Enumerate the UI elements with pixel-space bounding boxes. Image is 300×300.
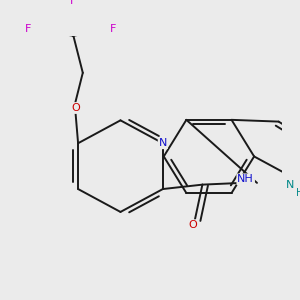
- Text: H: H: [296, 188, 300, 198]
- Text: O: O: [71, 103, 80, 113]
- Text: NH: NH: [237, 174, 254, 184]
- Text: O: O: [189, 220, 197, 230]
- Text: F: F: [110, 24, 116, 34]
- Text: N: N: [286, 180, 294, 190]
- Text: F: F: [70, 0, 76, 6]
- Text: F: F: [25, 24, 32, 34]
- Text: N: N: [159, 138, 167, 148]
